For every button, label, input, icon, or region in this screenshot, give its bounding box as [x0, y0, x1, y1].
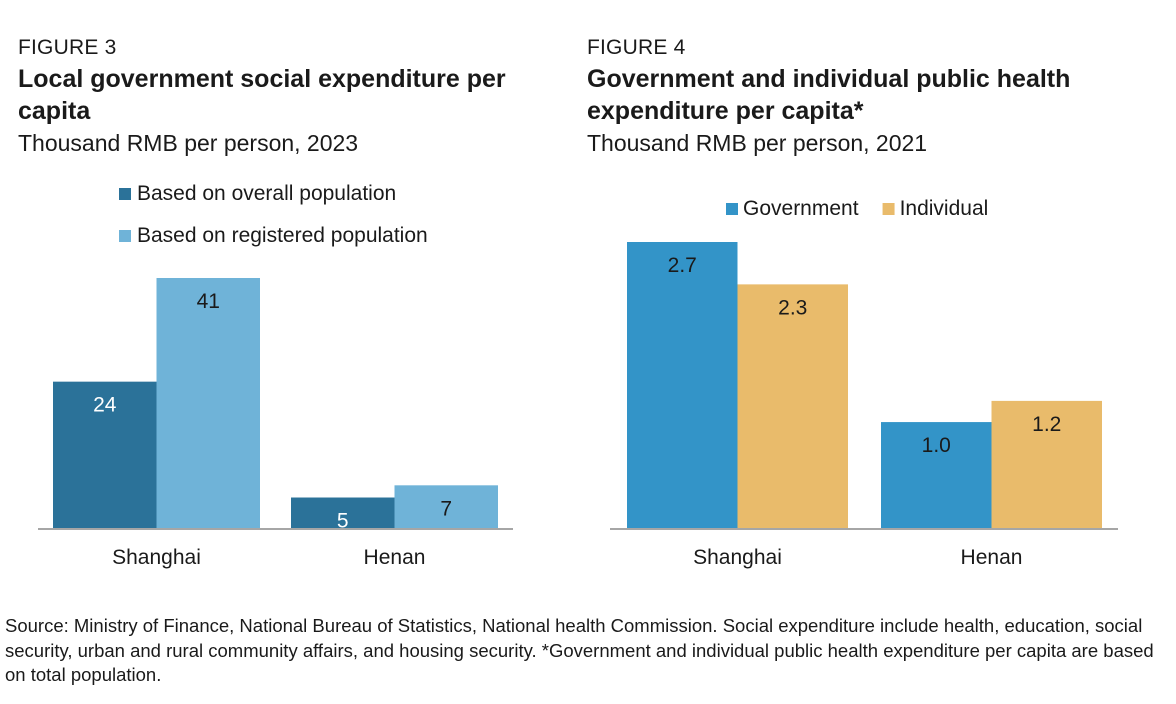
bar-henan-series2: [991, 400, 1102, 528]
x-tick-label: Henan: [364, 546, 426, 569]
legend-label: Based on registered population: [137, 224, 428, 247]
data-label: 24: [93, 394, 117, 417]
data-label: 7: [440, 497, 452, 520]
bar-shanghai-series1: [53, 381, 157, 528]
legend-swatch: [119, 188, 131, 200]
figure4-title: Government and individual public health …: [587, 65, 1071, 125]
legend-swatch: [726, 203, 738, 215]
figure3-title: Local government social expenditure per …: [18, 65, 506, 125]
source-note: Source: Ministry of Finance, National Bu…: [5, 615, 1154, 685]
bar-shanghai-series2: [737, 284, 848, 528]
data-label: 2.7: [668, 254, 697, 277]
figure4-subtitle: Thousand RMB per person, 2021: [587, 130, 928, 156]
bar-henan-series1: [291, 497, 395, 528]
bar-henan-series2: [394, 485, 498, 528]
legend-swatch: [119, 230, 131, 242]
figure4-label: FIGURE 4: [587, 36, 686, 59]
x-tick-label: Shanghai: [693, 546, 782, 569]
data-label: 2.3: [778, 296, 807, 319]
legend-label: Government: [743, 197, 859, 220]
x-tick-label: Shanghai: [112, 546, 201, 569]
x-tick-label: Henan: [961, 546, 1023, 569]
legend-label: Based on overall population: [137, 182, 396, 205]
data-label: 1.0: [922, 434, 951, 457]
data-label: 1.2: [1032, 413, 1061, 436]
legend-swatch: [882, 203, 895, 215]
data-label: 5: [337, 510, 349, 533]
figure3-subtitle: Thousand RMB per person, 2023: [18, 130, 359, 156]
legend-label: Individual: [900, 197, 989, 220]
bar-shanghai-series1: [627, 242, 738, 528]
bar-henan-series1: [881, 422, 992, 528]
bar-shanghai-series2: [156, 278, 260, 528]
data-label: 41: [197, 290, 220, 313]
figure3-label: FIGURE 3: [18, 36, 117, 59]
